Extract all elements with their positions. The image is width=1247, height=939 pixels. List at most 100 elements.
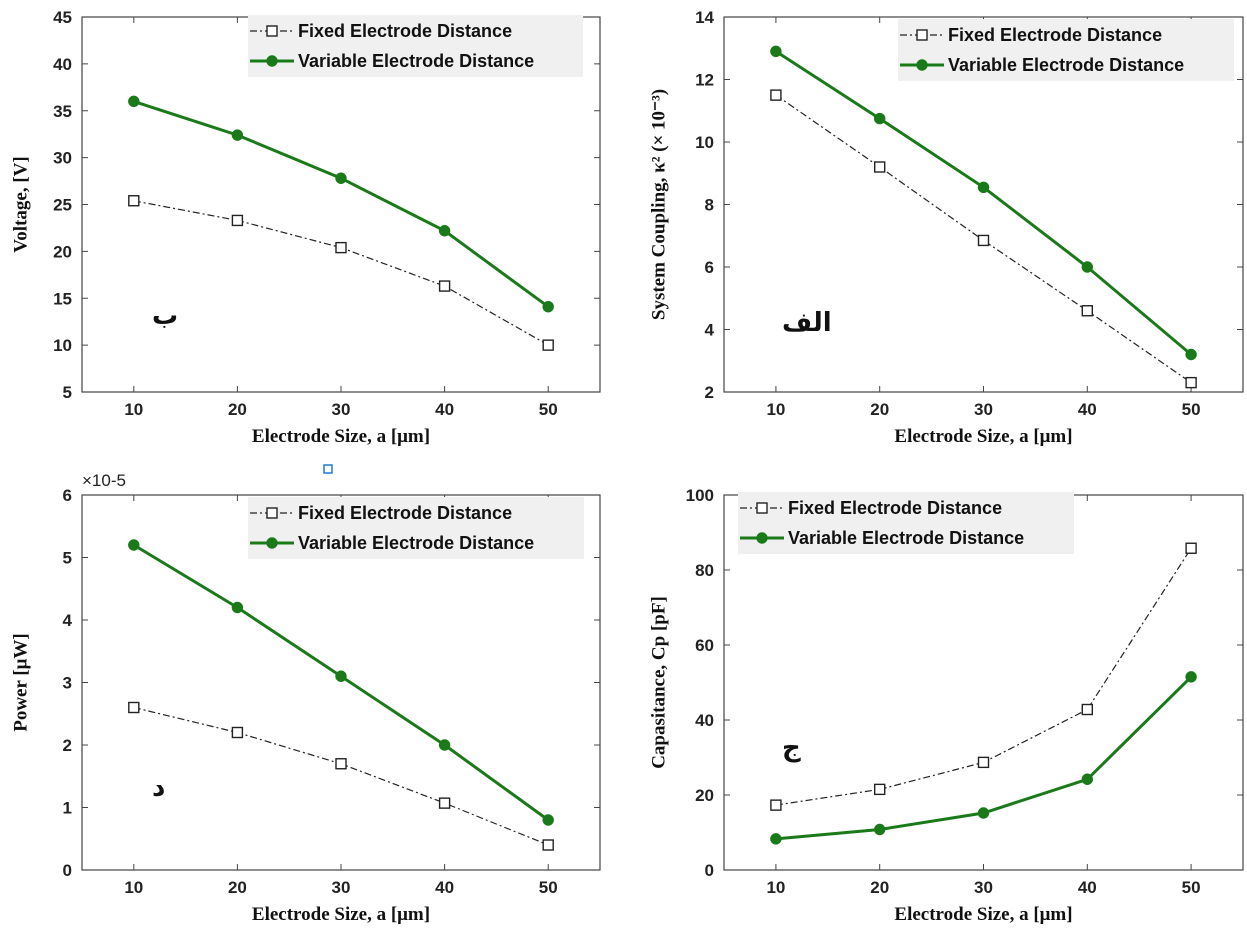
legend-label: Fixed Electrode Distance [788, 498, 1002, 518]
legend-marker-variable [916, 59, 928, 71]
x-tick-label: 20 [870, 878, 889, 897]
y-tick-label: 60 [695, 636, 714, 655]
data-point-fixed [128, 701, 140, 714]
data-point-variable [335, 172, 347, 184]
x-tick-label: 40 [435, 400, 454, 419]
data-point-fixed [1185, 376, 1197, 389]
data-point-variable [231, 601, 244, 614]
data-point-fixed [874, 161, 886, 173]
y-tick-label: 2 [705, 383, 714, 402]
x-tick-label: 20 [228, 878, 247, 897]
x-axis-label: Electrode Size, a [μm] [252, 426, 430, 447]
data-point-fixed [1185, 542, 1197, 554]
data-point-fixed [438, 280, 451, 292]
x-tick-label: 10 [124, 400, 143, 419]
y-tick-label: 0 [705, 861, 714, 880]
chart-br: 10 20 30 40 50 0 20 40 60 80 100 Electrode Size, a … [648, 486, 1244, 925]
y-tick-label: 40 [53, 55, 72, 74]
y-tick-label: 12 [695, 71, 714, 90]
data-point-fixed [231, 726, 244, 739]
legend-label: Fixed Electrode Distance [298, 503, 512, 523]
y-tick-label: 100 [686, 486, 714, 505]
y-tick-label: 10 [695, 133, 714, 152]
data-point-fixed [335, 758, 347, 770]
y-tick-label: 80 [695, 561, 714, 580]
y-tick-label: 4 [705, 321, 715, 340]
data-point-fixed [874, 783, 886, 796]
data-point-variable [874, 823, 886, 836]
y-axis-label: Power [μW] [10, 633, 31, 732]
y-tick-label: 6 [63, 486, 72, 505]
legend-label: Fixed Electrode Distance [298, 21, 512, 41]
data-point-variable [770, 833, 782, 845]
y-exponent-label: ×10-5 [82, 471, 126, 490]
y-tick-label: 40 [695, 711, 714, 730]
y-tick-label: 5 [63, 549, 72, 568]
x-tick-label: 20 [228, 400, 247, 419]
data-point-variable [438, 225, 451, 237]
data-point-variable [977, 807, 990, 819]
legend-marker-fixed [756, 502, 768, 514]
data-point-variable [128, 95, 140, 108]
data-point-fixed [128, 195, 140, 207]
y-tick-label: 1 [63, 799, 72, 818]
y-axis-label: System Coupling, κ² (× 10⁻³) [648, 89, 669, 320]
chart-tl: 10 20 30 40 50 5 10 15 20 25 30 35 40 45 Electrode Siz… [10, 8, 601, 447]
x-tick-label: 30 [974, 878, 993, 897]
legend: Fixed Electrode Distance Variable Electro… [898, 19, 1234, 81]
y-tick-label: 10 [53, 336, 72, 355]
y-tick-label: 45 [53, 8, 72, 27]
x-tick-label: 40 [1078, 400, 1097, 419]
y-axis-label: Capasitance, Cp [pF] [648, 596, 669, 769]
x-tick-label: 10 [766, 400, 785, 419]
legend-label: Variable Electrode Distance [298, 533, 534, 553]
data-point-variable [231, 129, 244, 141]
x-tick-label: 50 [539, 878, 558, 897]
data-point-fixed [542, 339, 554, 351]
x-tick-label: 30 [332, 878, 351, 897]
legend-marker-fixed [266, 25, 278, 37]
legend-marker-variable [266, 537, 278, 549]
data-point-variable [335, 670, 347, 682]
y-tick-label: 20 [695, 786, 714, 805]
x-tick-label: 50 [1182, 878, 1201, 897]
x-tick-label: 50 [539, 400, 558, 419]
data-point-variable [542, 814, 554, 826]
legend-label: Fixed Electrode Distance [948, 25, 1162, 45]
data-point-fixed [231, 214, 244, 227]
y-tick-label: 6 [705, 258, 714, 277]
panel-label: الف [782, 308, 832, 338]
legend-box [248, 497, 584, 559]
data-point-variable [128, 539, 140, 551]
data-point-variable [874, 112, 886, 125]
x-tick-label: 30 [332, 400, 351, 419]
y-tick-label: 20 [53, 242, 72, 261]
data-point-fixed [438, 797, 451, 809]
y-tick-label: 5 [63, 383, 72, 402]
legend-box [738, 492, 1074, 554]
stray-marker [323, 464, 333, 474]
legend-marker-fixed [266, 507, 278, 519]
y-tick-label: 0 [63, 861, 72, 880]
data-point-variable [1081, 261, 1094, 273]
data-point-variable [1185, 671, 1197, 683]
x-tick-label: 10 [124, 878, 143, 897]
panel-label: ج [782, 733, 801, 763]
data-point-fixed [1081, 703, 1094, 716]
data-point-variable [1081, 773, 1094, 785]
data-point-fixed [335, 241, 347, 254]
legend-marker-variable [266, 55, 278, 67]
y-tick-label: 30 [53, 149, 72, 168]
x-tick-label: 30 [974, 400, 993, 419]
x-tick-label: 40 [1078, 878, 1097, 897]
y-axis-label: Voltage, [V] [10, 156, 31, 252]
data-point-variable [770, 45, 782, 58]
legend: Fixed Electrode Distance Variable Electro… [738, 492, 1074, 554]
y-tick-label: 4 [63, 611, 73, 630]
data-point-fixed [770, 799, 782, 811]
data-point-fixed [542, 839, 554, 851]
x-axis-label: Electrode Size, a [μm] [894, 904, 1072, 925]
x-tick-label: 50 [1182, 400, 1201, 419]
chart-tr: 10 20 30 40 50 2 4 6 8 10 12 14 Electrode Size, a [μ… [648, 8, 1244, 447]
legend-label: Variable Electrode Distance [298, 51, 534, 71]
